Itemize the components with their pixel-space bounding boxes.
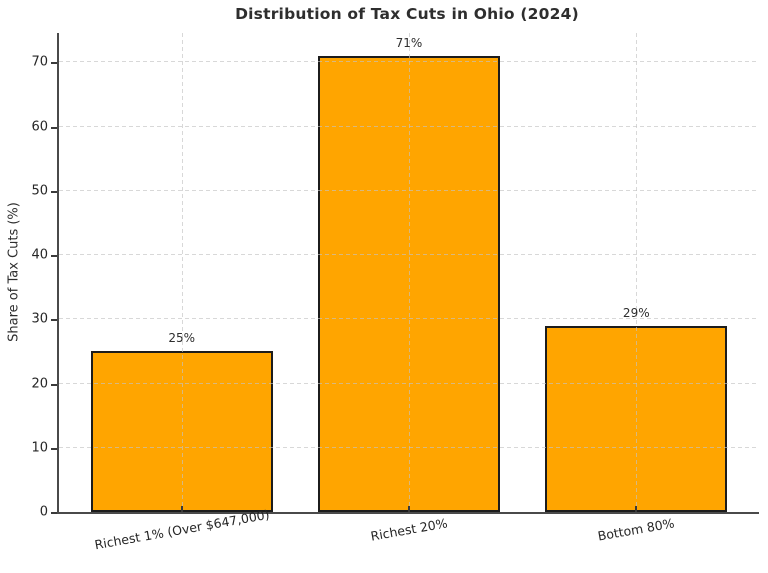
y-tick-label: 40 — [31, 247, 48, 263]
bar-value-label: 71% — [395, 35, 423, 50]
y-tick-mark — [51, 447, 57, 450]
bar-3 — [545, 325, 728, 512]
x-tick-label: Richest 1% (Over $647,000) — [93, 506, 271, 553]
y-tick-mark — [51, 62, 57, 65]
y-tick-label: 60 — [31, 119, 48, 134]
y-tick-mark — [51, 512, 57, 514]
y-tick-label: 50 — [31, 183, 48, 199]
y-tick-label: 30 — [31, 311, 48, 327]
x-tick-label: Richest 20% — [369, 515, 449, 544]
x-tick-label: Bottom 80% — [596, 515, 676, 544]
x-tick-mark — [635, 506, 638, 512]
bar-1 — [90, 351, 273, 512]
y-tick-label: 0 — [39, 504, 48, 520]
chart-title: Distribution of Tax Cuts in Ohio (2024) — [235, 5, 579, 23]
x-tick-mark — [180, 506, 183, 512]
y-tick-label: 20 — [31, 376, 48, 391]
x-tick-mark — [408, 506, 410, 512]
y-tick-label: 70 — [31, 54, 48, 70]
y-tick-mark — [51, 255, 57, 257]
y-tick-mark — [51, 383, 57, 386]
y-tick-label: 10 — [31, 440, 48, 456]
y-tick-mark — [51, 319, 57, 322]
y-axis-title: Share of Tax Cuts (%) — [6, 202, 22, 342]
bar-value-label: 25% — [168, 331, 196, 346]
y-tick-mark — [51, 190, 57, 193]
plot-area: 0 10 20 30 40 50 60 70 25% Richest 1% (Over $647,… — [31, 33, 759, 552]
bar-value-label: 29% — [622, 305, 650, 320]
y-tick-mark — [51, 126, 57, 129]
bar-2 — [318, 55, 500, 512]
